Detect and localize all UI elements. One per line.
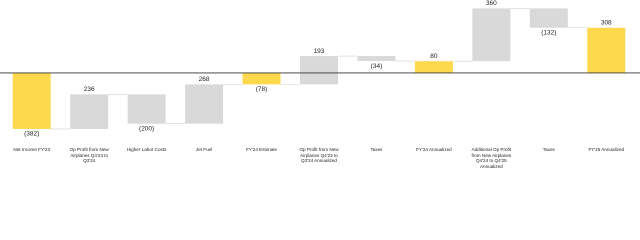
x-tick-label: Op Profit from New Airplanes Q4'23 to Q3… <box>299 147 339 164</box>
x-tick-label: Taxes <box>370 147 383 152</box>
bar <box>357 56 396 62</box>
value-label: 268 <box>199 76 210 83</box>
bar <box>414 61 453 73</box>
value-label: 308 <box>601 19 612 26</box>
value-label: 193 <box>314 48 325 55</box>
x-tick-label: FY'24 Annualized <box>416 147 452 152</box>
x-tick-label: Op Profit from New Airplanes Q4'23 to Q3… <box>69 147 109 164</box>
value-label: 236 <box>84 86 95 93</box>
bar <box>127 94 166 124</box>
x-tick-label: Jet Fuel <box>195 147 213 152</box>
value-label: (132) <box>541 29 556 36</box>
x-tick-label: Net Income FY'23 <box>13 147 51 152</box>
bar <box>529 8 568 28</box>
value-label: 80 <box>430 53 438 60</box>
value-label: 360 <box>486 0 497 7</box>
x-tick-label: Taxes <box>542 147 555 152</box>
bar <box>12 72 51 129</box>
chart-svg: (382) 236 (200) 268 (78) 193 (34) 80 360 (132) 308 <box>0 0 640 138</box>
value-label: (34) <box>371 63 383 70</box>
value-label: (200) <box>139 125 154 132</box>
bar <box>70 94 109 129</box>
bar <box>472 8 511 62</box>
value-label: (382) <box>24 131 39 138</box>
bar <box>242 72 281 85</box>
bar <box>185 84 224 124</box>
x-tick-label: FY'25 Annualized <box>588 147 625 152</box>
chart: (382) 236 (200) 268 (78) 193 (34) 80 360 (132) 308… <box>0 0 640 169</box>
bar <box>587 27 626 73</box>
bar <box>300 56 338 85</box>
value-label: (78) <box>256 86 268 93</box>
x-tick-label: Higher Labor Costs <box>126 147 167 152</box>
x-tick-label: Additional Op Profit from New Airplanes … <box>471 147 512 169</box>
x-tick-label: FY'24 Estimate <box>246 147 278 152</box>
